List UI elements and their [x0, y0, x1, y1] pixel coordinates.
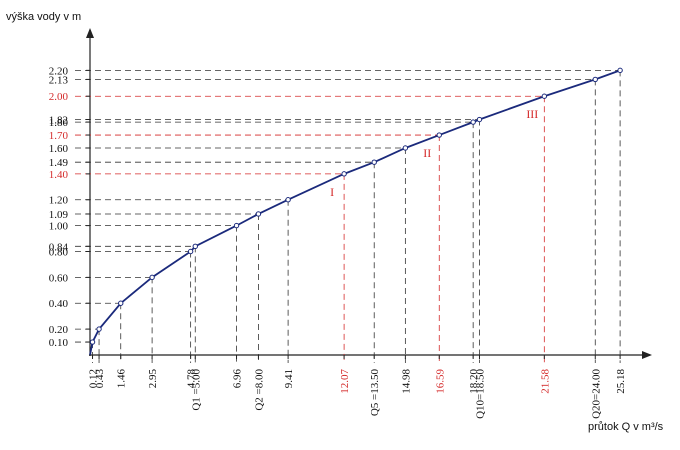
annotation: I: [330, 185, 334, 199]
y-axis-title: výška vody v m: [6, 11, 81, 23]
x-tick-label: 16.59: [434, 369, 446, 394]
x-tick-label: 4.78: [186, 369, 198, 389]
y-tick-label: 0.60: [49, 272, 69, 284]
y-tick-label: 1.70: [49, 130, 69, 142]
x-tick-label: Q20=24.00: [590, 369, 602, 419]
y-tick-label: 1.40: [49, 169, 69, 181]
y-tick-label: 0.40: [49, 298, 69, 310]
point-marker: [592, 76, 598, 83]
y-tick-label: 2.13: [49, 74, 69, 86]
point-marker: [470, 119, 476, 125]
point-marker: [402, 145, 409, 151]
y-tick-label: 0.84: [49, 241, 69, 253]
x-axis-arrow: [642, 351, 652, 359]
y-tick-label: 1.20: [49, 195, 69, 207]
y-tick-label: 1.00: [49, 221, 69, 233]
point-marker: [89, 339, 96, 345]
point-marker: [476, 116, 483, 123]
x-tick-label: Q5 =13.50: [369, 369, 381, 417]
x-tick-label: 14.98: [400, 369, 412, 394]
x-tick-label: Q10=18.50: [474, 369, 486, 419]
point-marker: [118, 300, 124, 306]
point-marker: [255, 211, 262, 217]
point-marker: [149, 274, 155, 281]
point-marker: [285, 197, 291, 203]
point-marker: [371, 159, 377, 165]
x-tick-label: 12.07: [339, 369, 351, 394]
point-marker: [233, 222, 240, 229]
annotation: III: [526, 107, 538, 121]
y-tick-label: 2.00: [49, 91, 69, 103]
x-tick-label: 0.12: [88, 369, 100, 388]
x-tick-label: 21.58: [539, 369, 551, 394]
point-marker: [436, 132, 442, 138]
y-tick-label: 1.09: [49, 209, 69, 221]
y-tick-label: 2.20: [49, 65, 69, 77]
x-tick-label: Q2 =8.00: [253, 369, 265, 411]
y-tick-label: 1.60: [49, 143, 69, 155]
x-tick-label: 2.95: [147, 369, 159, 389]
point-marker: [541, 93, 548, 99]
point-marker: [96, 326, 102, 332]
point-marker: [192, 243, 198, 250]
y-tick-label: 0.20: [49, 324, 69, 336]
x-tick-label: 9.41: [283, 369, 295, 388]
rating-curve: [89, 69, 621, 356]
y-tick-label: 1.82: [49, 115, 68, 127]
point-marker: [617, 67, 623, 74]
x-tick-label: 25.18: [615, 369, 627, 394]
x-axis-title: průtok Q v m³/s: [588, 421, 664, 433]
x-tick-label: 1.46: [116, 369, 128, 389]
y-tick-label: 0.80: [49, 246, 69, 258]
point-marker: [341, 171, 347, 177]
y-tick-label: 0.10: [49, 337, 69, 349]
y-tick-label: 1.49: [49, 157, 69, 169]
x-tick-label: 18.20: [468, 369, 480, 394]
y-tick-label: 1.80: [49, 117, 69, 129]
x-tick-label: Q1 =5.00: [190, 369, 202, 411]
point-marker: [187, 248, 194, 255]
annotation: II: [423, 146, 431, 160]
x-tick-label: 6.96: [232, 369, 244, 389]
x-tick-label: 0.43: [94, 369, 106, 389]
y-axis-arrow: [86, 28, 94, 38]
